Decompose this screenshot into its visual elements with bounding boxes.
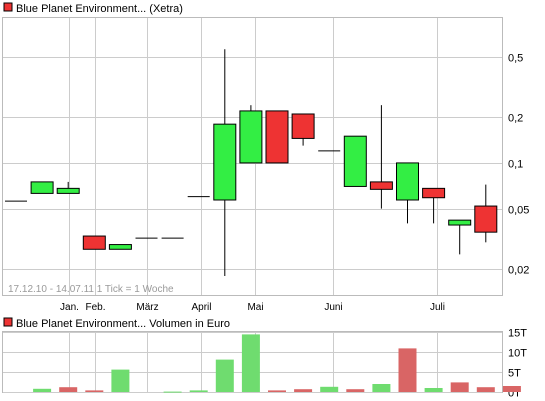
volume-bar [450,382,469,392]
volume-legend-swatch [3,317,13,327]
price-y-tick-label: 0,02 [508,265,529,277]
candle-body [30,181,54,194]
volume-bar [163,391,182,393]
price-x-tick-label: Juli [430,302,445,313]
volume-bar [502,386,521,392]
volume-bar [85,390,104,392]
candle [474,184,498,243]
price-x-tick-label: Juni [324,302,342,313]
price-grid [3,18,502,295]
candle [82,235,106,250]
volume-bar [294,389,313,392]
candle-body [82,235,106,250]
volume-y-tick-label: 5T [508,368,521,380]
candle [291,113,315,146]
price-info-text: 17.12.10 - 14.07.11 1 Tick = 1 Woche [8,284,174,295]
candle-body [343,135,367,187]
volume-y-tick-label: 15T [508,328,527,340]
volume-bar [111,369,130,392]
candle-body [213,123,237,201]
candle [422,187,446,224]
volume-bar [189,390,208,392]
candle-body [474,205,498,233]
price-chart-title: Blue Planet Environment... (Xetra) [16,3,183,15]
candle-body [396,162,419,201]
volume-y-tick-label: 10T [508,348,527,360]
volume-bar [59,387,78,392]
candle-body [265,110,289,164]
volume-bar [33,388,52,392]
price-x-tick-label: März [136,302,158,313]
volume-bars [33,334,521,393]
candle [56,181,80,194]
volume-bar [424,388,443,392]
candle-body [448,219,472,226]
candle [213,49,237,277]
price-y-tick-label: 0,1 [508,159,523,171]
candle [369,105,393,209]
candle-body [422,187,446,199]
candles [5,49,498,277]
price-plot-frame [2,17,503,296]
candle [343,135,367,187]
volume-bar [476,387,495,392]
volume-bar [372,384,391,392]
price-y-tick-label: 0,5 [508,53,523,65]
volume-bar [268,390,286,392]
candle-body [369,181,393,190]
volume-chart-title: Blue Planet Environment... Volumen in Eu… [16,318,230,330]
price-x-axis: Jan. Feb. März April Mai Juni Juli [60,302,445,313]
volume-bar [398,348,417,392]
candle-body [239,110,263,164]
candle-body [108,244,132,250]
candle-body [56,187,80,194]
candle [448,219,472,255]
candle [239,105,263,164]
candle [265,110,289,164]
volume-bar [346,389,365,392]
volume-bar [320,386,339,392]
price-y-tick-label: 0,05 [508,205,529,217]
volume-bar [215,359,234,392]
price-x-tick-label: Mai [247,302,263,313]
candle [30,181,54,194]
price-y-tick-label: 0,2 [508,113,523,125]
candle-body [291,113,315,139]
price-legend-swatch [3,2,13,12]
volume-bar [241,334,260,392]
price-x-tick-label: Jan. [60,302,79,313]
candle [396,162,419,224]
candle [108,244,132,250]
price-y-axis: 0,5 0,2 0,1 0,05 0,02 [508,53,529,277]
price-x-tick-label: Feb. [85,302,105,313]
price-x-tick-label: April [191,302,211,313]
